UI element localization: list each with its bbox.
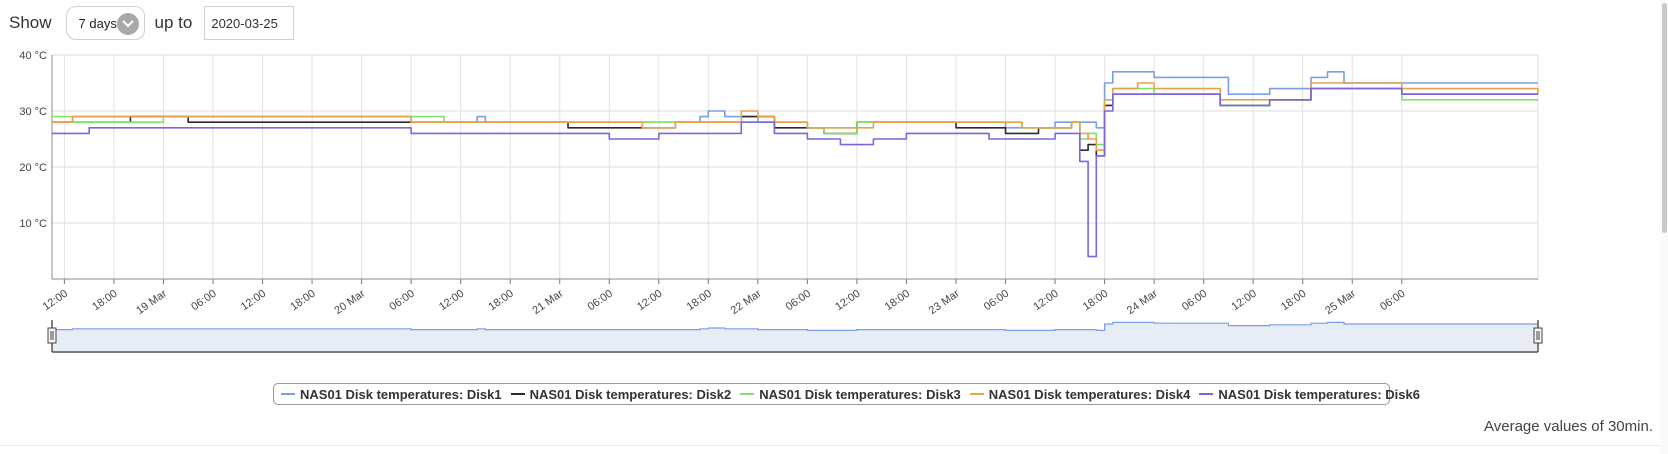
x-tick-label: 23 Mar — [927, 287, 962, 317]
average-note: Average values of 30min. — [1484, 418, 1653, 435]
show-label: Show — [9, 13, 52, 32]
legend-item-disk1[interactable]: NAS01 Disk temperatures: Disk1 — [281, 387, 502, 402]
range-select-value: 7 days — [78, 15, 117, 31]
x-tick-label: 06:00 — [1378, 288, 1407, 314]
x-tick-label: 06:00 — [586, 288, 615, 314]
legend-item-disk6[interactable]: NAS01 Disk temperatures: Disk6 — [1199, 387, 1420, 402]
navigator-line — [52, 321, 1538, 331]
x-tick-label: 12:00 — [1229, 288, 1258, 314]
legend-item-disk4[interactable]: NAS01 Disk temperatures: Disk4 — [969, 386, 1191, 402]
navigator-area — [52, 322, 1538, 352]
legend-label: NAS01 Disk temperatures: Disk6 — [1218, 386, 1420, 402]
x-tick-label: 18:00 — [90, 288, 119, 314]
x-tick-label: 12:00 — [41, 288, 70, 314]
upto-label: up to — [154, 13, 193, 32]
y-tick-label: 30 °C — [19, 106, 47, 118]
x-tick-label: 12:00 — [1031, 288, 1060, 314]
legend-label: NAS01 Disk temperatures: Disk2 — [529, 386, 732, 402]
legend-label: NAS01 Disk temperatures: Disk4 — [988, 386, 1191, 402]
x-tick-label: 18:00 — [288, 288, 317, 314]
x-tick-label: 12:00 — [437, 288, 466, 314]
legend-item-disk2[interactable]: NAS01 Disk temperatures: Disk2 — [510, 386, 732, 402]
navigator-right-handle[interactable] — [1533, 327, 1543, 344]
x-tick-label: 19 Mar — [134, 287, 169, 317]
x-tick-label: 18:00 — [685, 288, 714, 314]
x-tick-label: 18:00 — [486, 288, 515, 314]
chart-series — [52, 71, 1539, 258]
x-tick-label: 21 Mar — [530, 287, 565, 317]
legend-item-disk3[interactable]: NAS01 Disk temperatures: Disk3 — [740, 387, 961, 402]
x-tick-label: 20 Mar — [332, 287, 367, 317]
x-tick-label: 06:00 — [387, 288, 416, 314]
scrollbar-thumb[interactable] — [1662, 3, 1667, 233]
navigator-left-handle[interactable] — [47, 327, 57, 344]
divider — [0, 445, 1660, 446]
legend-swatch — [1199, 393, 1214, 395]
x-tick-label: 18:00 — [1081, 288, 1110, 314]
chart-grid — [52, 54, 1538, 279]
x-tick-label: 06:00 — [784, 288, 813, 314]
range-controls: Show 7 days up to — [9, 6, 295, 40]
temperature-chart: 10 °C 20 °C 30 °C 40 °C 12:00 18:00 19 Mar 06:0… — [19, 50, 1543, 353]
y-tick-label: 10 °C — [19, 218, 47, 230]
page-scrollbar[interactable] — [1660, 0, 1668, 454]
x-tick-label: 06:00 — [189, 288, 218, 314]
x-tick-label: 12:00 — [635, 288, 664, 314]
x-tick-label: 12:00 — [833, 288, 862, 314]
range-select[interactable]: 7 days — [65, 6, 145, 40]
legend-swatch — [281, 393, 295, 395]
x-tick-label: 12:00 — [239, 288, 268, 314]
x-tick-label: 24 Mar — [1125, 287, 1160, 317]
legend-label: NAS01 Disk temperatures: Disk3 — [759, 386, 961, 402]
series-line-5 — [52, 87, 1538, 258]
legend-label: NAS01 Disk temperatures: Disk1 — [300, 386, 502, 402]
y-tick-label: 40 °C — [19, 50, 47, 62]
x-tick-label: 18:00 — [1279, 288, 1308, 314]
chart-legend: NAS01 Disk temperatures: Disk1 NAS01 Dis… — [273, 383, 1420, 405]
end-date-input[interactable] — [204, 6, 295, 40]
series-line-4 — [52, 82, 1539, 151]
legend-swatch — [740, 393, 755, 395]
x-tick-label: 06:00 — [982, 288, 1011, 314]
range-navigator[interactable] — [47, 320, 1543, 353]
chevron-down-icon[interactable] — [116, 13, 139, 35]
x-tick-label: 25 Mar — [1323, 287, 1358, 317]
legend-swatch — [510, 393, 525, 395]
x-tick-label: 18:00 — [883, 288, 912, 314]
x-tick-label: 06:00 — [1180, 288, 1209, 314]
legend-swatch — [969, 393, 984, 395]
series-line-1 — [52, 71, 1538, 129]
x-tick-label: 22 Mar — [729, 287, 764, 317]
y-tick-label: 20 °C — [19, 162, 47, 174]
